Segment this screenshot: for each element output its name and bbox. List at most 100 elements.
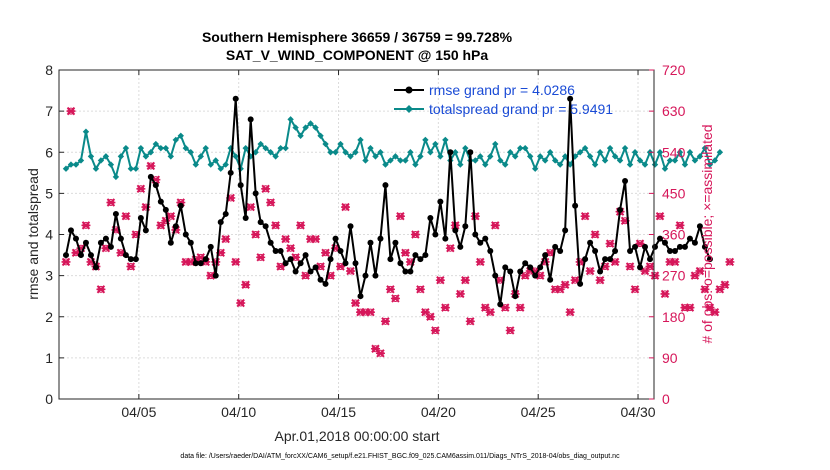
spread-point-42 [272,153,279,160]
obs-assimilated-point-58 [351,298,361,308]
rmse-point-51 [317,276,324,283]
spread-point-18 [152,140,160,148]
spread-point-66 [392,153,399,160]
obs-assimilated-point-36 [241,280,251,289]
y2-tick-label-3: 270 [662,268,686,284]
legend-rmse-marker [405,86,413,94]
spread-point-39 [257,140,264,148]
obs-assimilated-point-89 [505,326,515,335]
rmse-point-89 [507,268,514,275]
rmse-point-110 [612,247,619,254]
rmse-point-29 [207,243,214,250]
rmse-point-41 [267,239,274,246]
rmse-point-84 [482,235,489,242]
spread-point-74 [432,140,439,148]
spread-point-28 [202,144,209,152]
spread-point-46 [292,124,299,131]
y-tick-label-0: 0 [45,391,53,407]
rmse-point-90 [512,293,519,300]
obs-assimilated-point-122 [670,257,680,267]
obs-assimilated-point-66 [390,294,400,303]
rmse-point-122 [671,247,678,254]
rmse-point-26 [192,260,199,267]
spread-point-58 [352,149,359,156]
spread-point-128 [701,144,709,152]
rmse-point-49 [307,268,314,275]
rmse-point-12 [122,252,129,259]
rmse-point-36 [242,215,249,222]
obs-assimilated-point-125 [685,303,695,312]
rmse-point-54 [332,235,339,242]
obs-assimilated-point-40 [261,184,271,194]
obs-assimilated-point-35 [236,298,246,308]
spread-point-99 [556,161,564,168]
spread-point-114 [631,149,639,156]
y2-tick-label-6: 540 [662,144,686,160]
obs-assimilated-point-76 [440,303,450,312]
spread-point-101 [566,161,574,168]
rmse-point-114 [632,243,639,250]
spread-point-15 [137,144,145,152]
x-axis-label: Apr.01,2018 00:00:00 start [274,428,439,444]
spread-point-104 [581,144,589,152]
obs-assimilated-point-12 [121,212,131,221]
spread-point-78 [452,149,459,156]
spread-point-93 [527,153,534,160]
rmse-point-6 [92,264,99,271]
spread-point-70 [412,161,419,168]
rmse-point-31 [217,219,224,226]
obs-assimilated-point-81 [465,317,475,326]
rmse-point-72 [422,252,429,259]
obs-assimilated-point-1 [66,106,76,116]
obs-assimilated-point-13 [126,262,136,271]
spread-point-51 [317,132,324,139]
spread-point-107 [596,149,604,156]
x-tick-label-2: 04/15 [321,404,356,420]
spread-point-85 [487,153,494,160]
rmse-point-52 [322,280,329,287]
rmse-point-44 [282,260,289,267]
rmse-point-45 [287,256,294,263]
rmse-point-65 [387,256,394,263]
obs-assimilated-point-79 [455,289,465,299]
obs-assimilated-point-127 [695,266,705,276]
spread-point-72 [422,136,429,144]
spread-point-84 [482,161,489,168]
rmse-point-5 [87,252,94,259]
obs-assimilated-point-38 [251,230,261,239]
rmse-point-125 [686,235,693,242]
rmse-point-108 [602,256,609,263]
y2-tick-label-7: 630 [662,103,686,119]
rmse-point-10 [112,210,119,217]
rmse-point-87 [497,301,504,308]
spread-point-64 [382,161,389,168]
y-axis-ticks: 0 1 2 3 4 5 6 7 8 [45,62,64,407]
obs-assimilated-point-17 [146,161,156,171]
rmse-point-103 [577,280,584,287]
rmse-point-74 [432,231,439,238]
rmse-point-15 [137,215,144,222]
obs-assimilated-point-47 [296,221,306,230]
obs-assimilated-point-133 [725,257,735,267]
legend-spread-label: totalspread grand pr = 5.9491 [429,101,613,117]
rmse-point-118 [651,243,658,250]
y-tick-label-5: 5 [45,185,53,201]
y2-tick-label-8: 720 [662,62,686,78]
spread-point-36 [242,144,249,152]
rmse-point-102 [572,202,579,209]
legend: rmse grand pr = 4.0286 totalspread grand… [394,82,613,117]
spread-point-60 [362,157,369,164]
y2-tick-label-4: 360 [662,227,686,243]
spread-point-129 [706,161,714,168]
spread-point-130 [711,157,719,164]
obs-assimilated-point-70 [410,230,420,239]
spread-point-118 [651,161,659,168]
rmse-point-99 [557,247,564,254]
obs-assimilated-point-100 [560,280,570,289]
spread-point-115 [636,157,644,164]
rmse-point-40 [262,223,269,230]
obs-assimilated-point-132 [720,280,730,289]
obs-assimilated-point-7 [96,285,106,294]
obs-assimilated-point-63 [375,349,385,358]
obs-assimilated-point-56 [341,202,351,212]
